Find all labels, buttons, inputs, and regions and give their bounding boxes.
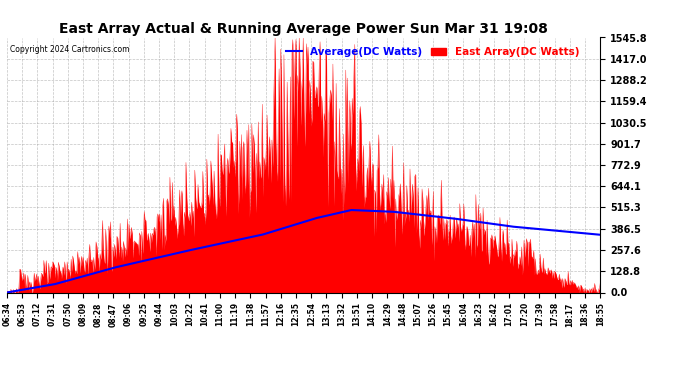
Title: East Array Actual & Running Average Power Sun Mar 31 19:08: East Array Actual & Running Average Powe… bbox=[59, 22, 548, 36]
Legend: Average(DC Watts), East Array(DC Watts): Average(DC Watts), East Array(DC Watts) bbox=[282, 43, 583, 61]
Text: Copyright 2024 Cartronics.com: Copyright 2024 Cartronics.com bbox=[10, 45, 129, 54]
